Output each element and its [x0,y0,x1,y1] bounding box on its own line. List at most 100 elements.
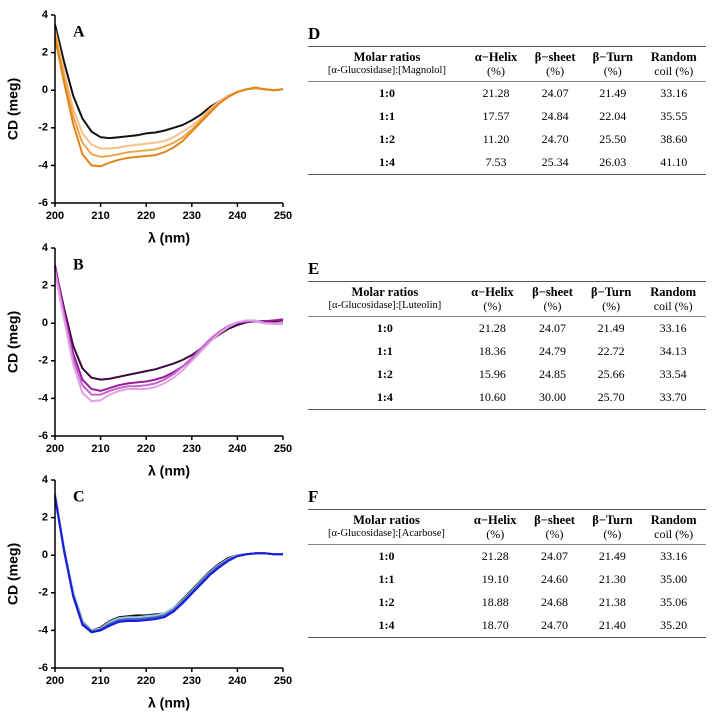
header-cell: Molar ratios [α-Glucosidase]:[Luteolin] [308,282,462,317]
cell: 1:4 [378,618,395,632]
table-head: Molar ratios [α-Glucosidase]:[Acarbose] α−… [308,510,706,545]
panel-label: C [73,489,85,506]
cell: 1:0 [378,549,395,563]
header-cell: β−sheet (%) [523,282,582,317]
y-tick-label: -2 [38,587,48,599]
cell: 25.50 [599,132,627,146]
cell: 22.04 [599,109,627,123]
cell: 34.13 [659,344,687,358]
cell: 24.07 [539,321,566,335]
cell: 1:4 [378,155,395,169]
row: 1:0 21.28 24.07 21.49 33.16 [308,545,706,569]
cell: 7.53 [485,155,507,169]
x-tick-label: 240 [228,443,246,455]
row: 1:0 21.28 24.07 21.49 33.16 [308,317,706,341]
header-line: (%) [543,299,562,313]
x-tick-label: 210 [91,443,109,455]
cell: 21.28 [478,321,506,335]
row: 1:2 18.88 24.68 21.38 35.06 [308,591,706,614]
header-line: [α-Glucosidase]:[Magnolol] [327,65,446,76]
cell: 19.10 [481,572,509,586]
cell: 18.36 [478,344,506,358]
cell: 33.16 [660,549,688,563]
cell: 21.40 [598,618,626,632]
y-tick-label: -6 [38,662,48,674]
cell: 18.88 [481,595,509,609]
table-f: F Molar ratios [α-Glucosidase]:[Acarbose] α… [308,487,706,638]
row: 1:2 15.96 24.85 25.66 33.54 [308,363,706,386]
x-tick-label: 240 [228,675,246,687]
row: 1:1 17.57 24.84 22.04 35.55 [308,105,706,128]
cell: 1:1 [378,572,395,586]
y-tick-label: 4 [42,242,49,254]
cell: 1:4 [376,390,393,404]
cell: 21.28 [482,86,510,100]
y-tick-label: 0 [42,549,48,561]
y-tick-label: -2 [38,355,48,367]
header-line: β−Turn [590,285,632,299]
cell: 25.34 [541,155,569,169]
x-tick-label: 200 [46,675,64,687]
cell: 33.16 [659,321,687,335]
x-tick-label: 240 [228,210,246,222]
header-line: β−Turn [592,513,633,527]
line [54,493,283,632]
header-cell: α−Helix (%) [465,510,525,545]
table-label: E [308,259,320,278]
y-tick-label: 4 [42,9,49,21]
header-line: (%) [486,527,505,541]
header-line: (%) [603,64,622,78]
cell: 24.60 [541,572,569,586]
line [54,37,284,168]
y-tick-label: 2 [42,512,48,524]
x-tick-label: 200 [46,443,64,455]
cell: 11.20 [482,132,510,146]
x-tick-label: 230 [183,210,201,222]
header-line: Random [650,285,697,299]
cell: 25.66 [597,367,625,381]
header-line: coil (%) [653,299,693,313]
cell: 24.70 [541,132,569,146]
cell: 24.85 [539,367,566,381]
x-tick-label: 220 [137,443,155,455]
header-cell: α−Helix (%) [462,282,523,317]
y-tick-label: -4 [38,392,49,404]
x-tick-label: 220 [137,675,155,687]
x-tick-label: 230 [183,443,201,455]
header-line: coil (%) [654,64,694,78]
header-cell: β−sheet (%) [526,47,584,82]
table-body: 1:0 21.28 24.07 21.49 33.16 1:1 18.36 24.79 22.7… [308,317,706,410]
x-tick-label: 250 [274,443,292,455]
cell: 25.70 [597,390,625,404]
header-line: (%) [483,299,502,313]
cell: 18.70 [481,618,509,632]
y-tick-label: -6 [38,430,48,442]
header-line: Molar ratios [353,50,421,64]
row: 1:0 21.28 24.07 21.49 33.16 [308,82,706,106]
row: 1:4 10.60 30.00 25.70 33.70 [308,386,706,410]
row: 1:4 18.70 24.70 21.40 35.20 [308,614,706,638]
cell: 22.72 [597,344,625,358]
line [54,496,283,634]
cell: 1:1 [376,344,393,358]
header-line: Molar ratios [353,513,420,527]
x-tick-label: 210 [91,210,109,222]
cell: 33.16 [660,86,688,100]
header-line: (%) [602,299,621,313]
cell: 21.38 [598,595,626,609]
y-tick-label: 4 [42,474,49,486]
cell: 24.68 [541,595,569,609]
header-line: Molar ratios [351,285,419,299]
header-line: α−Helix [474,50,518,64]
cell: 35.20 [660,618,688,632]
header-line: α−Helix [471,285,514,299]
table-head: Molar ratios [α-Glucosidase]:[Luteolin] α−… [308,282,706,317]
cell: 17.57 [482,109,510,123]
table: Molar ratios [α-Glucosidase]:[Luteolin] α−… [308,281,706,410]
cell: 1:2 [376,367,393,381]
y-tick-label: 2 [42,47,48,59]
header-cell: β−Turn (%) [584,510,642,545]
x-tick-label: 250 [274,210,292,222]
